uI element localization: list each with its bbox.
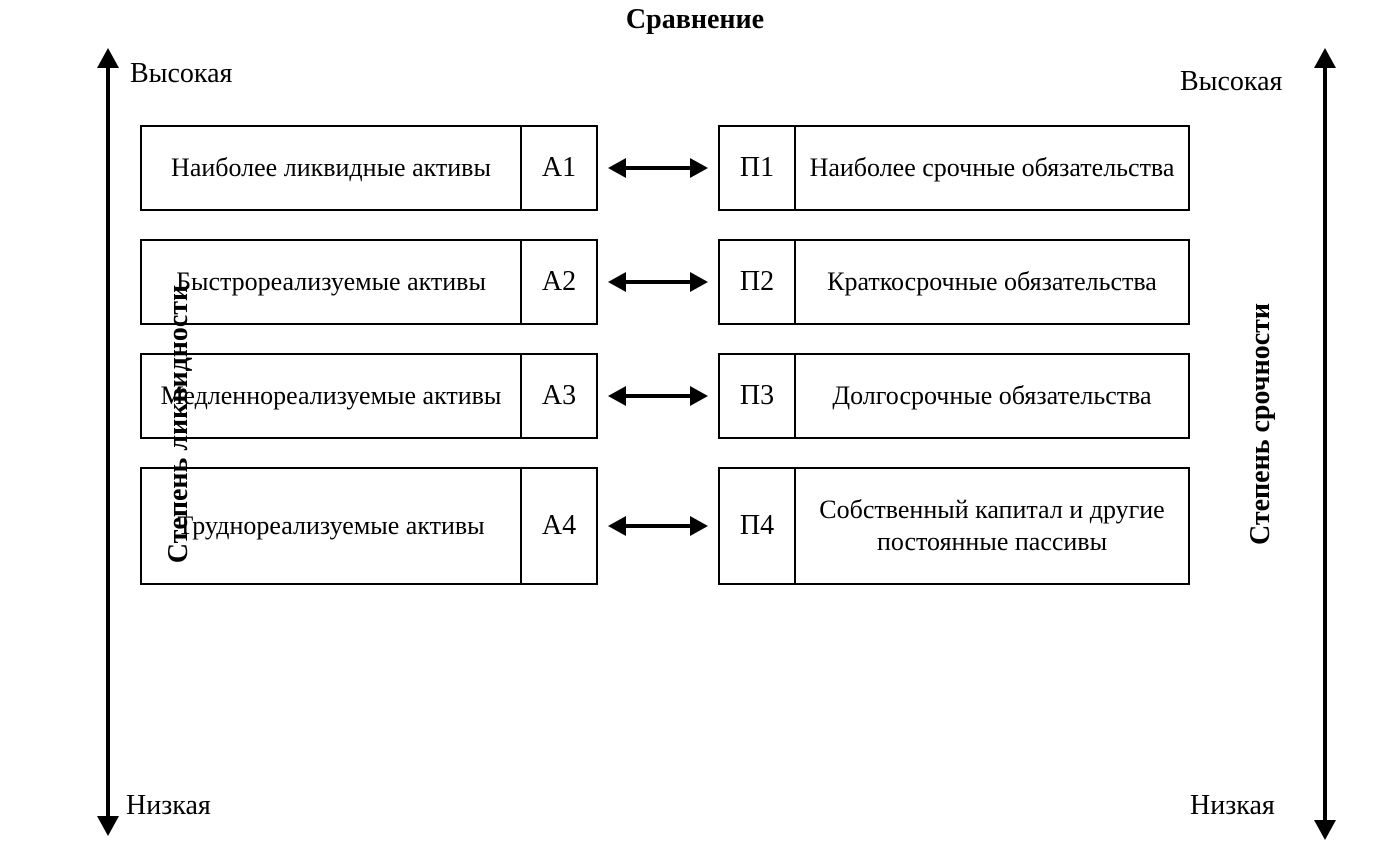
left-axis-arrow-icon — [93, 48, 123, 836]
asset-code: А4 — [520, 467, 598, 585]
diagram-title: Сравнение — [0, 4, 1390, 36]
liability-code: П1 — [718, 125, 796, 211]
liability-code: П4 — [718, 467, 796, 585]
asset-code: А1 — [520, 125, 598, 211]
liability-code: П2 — [718, 239, 796, 325]
comparison-row: Медленнореализуемые активыА3 П3Долгосрочн… — [140, 353, 1270, 439]
asset-description: Наиболее ликвидные активы — [140, 125, 520, 211]
comparison-row: Труднореализуемые активыА4 П4Собственный … — [140, 467, 1270, 585]
right-axis-arrow-icon — [1310, 48, 1340, 840]
compare-arrow-icon — [598, 467, 718, 585]
asset-code: А3 — [520, 353, 598, 439]
left-axis-top-label: Высокая — [130, 58, 232, 90]
compare-arrow-icon — [598, 125, 718, 211]
rows-container: Наиболее ликвидные активыА1 П1Наиболее ср… — [140, 125, 1270, 613]
right-axis-bottom-label: Низкая — [1190, 790, 1275, 822]
compare-arrow-icon — [598, 353, 718, 439]
comparison-row: Наиболее ликвидные активыА1 П1Наиболее ср… — [140, 125, 1270, 211]
asset-description: Медленнореализуемые активы — [140, 353, 520, 439]
liability-description: Собственный капитал и другие постоянные … — [796, 467, 1190, 585]
left-axis-bottom-label: Низкая — [126, 790, 211, 822]
liability-code: П3 — [718, 353, 796, 439]
asset-description: Быстрореализуемые активы — [140, 239, 520, 325]
compare-arrow-icon — [598, 239, 718, 325]
liability-description: Краткосрочные обязательства — [796, 239, 1190, 325]
asset-code: А2 — [520, 239, 598, 325]
right-axis-top-label: Высокая — [1180, 66, 1282, 98]
liability-description: Долгосрочные обязательства — [796, 353, 1190, 439]
comparison-row: Быстрореализуемые активыА2 П2Краткосрочны… — [140, 239, 1270, 325]
liability-description: Наиболее срочные обязательства — [796, 125, 1190, 211]
asset-description: Труднореализуемые активы — [140, 467, 520, 585]
